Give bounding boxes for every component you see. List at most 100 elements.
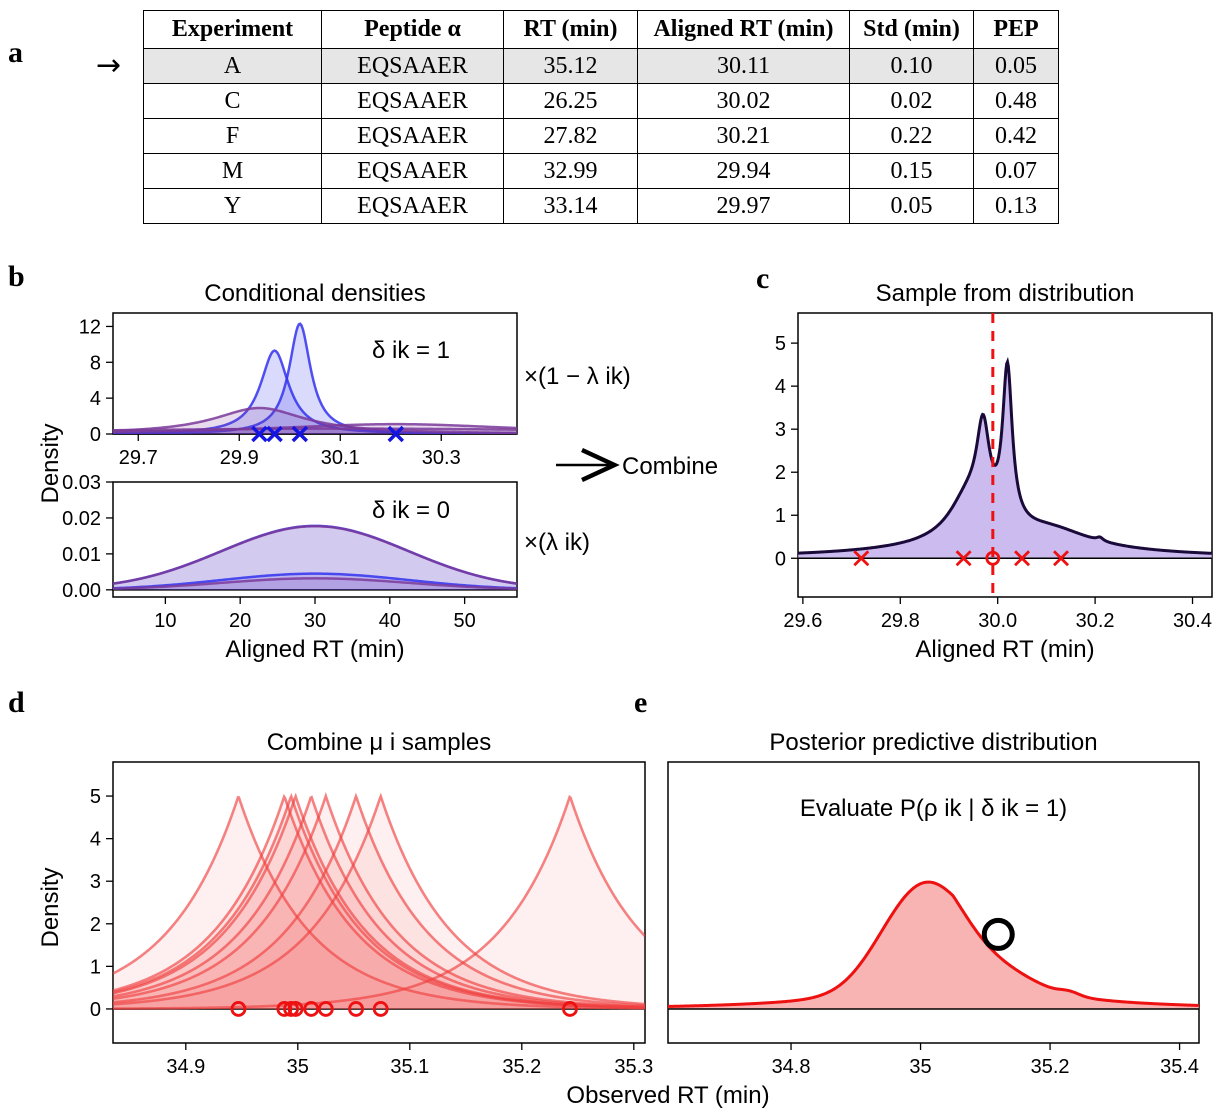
table-cell: 30.11	[637, 48, 850, 84]
x-tick-label-d: 35.3	[614, 1056, 653, 1078]
x-tick-label-e: 35.2	[1031, 1056, 1070, 1078]
table-cell: Y	[143, 188, 322, 224]
table-header: Peptide α	[321, 10, 504, 49]
x-tick-label-d: 35.2	[502, 1056, 541, 1078]
table-cell: EQSAAER	[321, 83, 504, 119]
annotation-delta-0: δ ik = 0	[372, 497, 450, 524]
plot-frame-d	[112, 761, 646, 1044]
table-row: M EQSAAER 32.99 29.94 0.15 0.07	[143, 153, 1059, 189]
table-row: F EQSAAER 27.82 30.21 0.22 0.42	[143, 118, 1059, 154]
y-tick-label-b-bottom: 0.02	[62, 508, 101, 530]
plot-frame-c	[797, 312, 1213, 598]
y-axis-label-d: Density	[37, 867, 64, 947]
table-cell: 0.15	[849, 153, 974, 189]
y-tick-label-b-bottom: 0.00	[62, 580, 101, 602]
density-curve-b-top	[113, 427, 517, 432]
x-tick-label-e: 35.4	[1160, 1056, 1199, 1078]
laplace-fill-d	[113, 796, 645, 1009]
x-tick-label-c: 30.2	[1076, 610, 1115, 632]
x-tick-label-b-top: 30.1	[321, 447, 360, 469]
y-tick-label-b-top: 12	[79, 316, 101, 338]
y-tick-label-c: 2	[775, 462, 786, 484]
laplace-fill-d	[113, 797, 645, 1009]
table-cell: 29.97	[637, 188, 850, 224]
laplace-curve-d	[113, 792, 645, 1007]
table-cell: F	[143, 118, 322, 154]
density-fill-c	[798, 361, 1212, 559]
laplace-curve-d	[113, 794, 645, 1010]
x-tick-label-c: 29.8	[881, 610, 920, 632]
chart-title-c: Sample from distribution	[876, 280, 1135, 307]
cross-marker-b-top	[387, 425, 405, 443]
cross-marker-b-top	[291, 425, 309, 443]
table-cell: 0.05	[849, 188, 974, 224]
sample-circle-d	[303, 1001, 320, 1017]
annotation-delta-1: δ ik = 1	[372, 337, 450, 364]
y-axis-label-b: Density	[37, 423, 64, 503]
laplace-fill-d	[113, 796, 645, 1009]
x-tick-label-e: 35	[909, 1056, 931, 1078]
table-header: Aligned RT (min)	[637, 10, 850, 49]
cross-marker-c	[955, 550, 972, 567]
multiplier-top: ×(1 − λ ik)	[524, 363, 631, 390]
table-cell: 0.10	[849, 48, 974, 84]
sample-circle-d	[287, 1001, 304, 1017]
y-tick-label-d: 3	[90, 871, 101, 893]
x-tick-label-b-bottom: 40	[379, 610, 401, 632]
table-cell: EQSAAER	[321, 153, 504, 189]
x-axis-label-b-bottom: Aligned RT (min)	[225, 636, 404, 663]
sample-circle-d	[317, 1001, 334, 1017]
x-tick-label-d: 34.9	[166, 1056, 205, 1078]
laplace-fill-d	[113, 797, 645, 1009]
y-tick-label-d: 2	[90, 914, 101, 936]
y-tick-label-b-bottom: 0.03	[62, 472, 101, 494]
x-tick-label-c: 29.6	[783, 610, 822, 632]
x-tick-label-d: 35.1	[390, 1056, 429, 1078]
evaluate-point-circle	[981, 917, 1015, 951]
annotation-evaluate: Evaluate P(ρ ik | δ ik = 1)	[800, 795, 1067, 822]
sample-circle-d	[348, 1001, 364, 1017]
multiplier-bottom: ×(λ ik)	[524, 529, 590, 556]
y-tick-label-b-top: 4	[90, 388, 101, 410]
panel-label-e: e	[634, 686, 648, 719]
y-tick-label-c: 1	[775, 505, 786, 527]
sample-circle-c	[985, 550, 1001, 566]
density-curve-e	[668, 880, 1199, 1008]
density-curve-b-top	[113, 406, 517, 434]
density-curve-b-bottom	[113, 577, 517, 590]
y-tick-label-c: 4	[775, 376, 786, 398]
cross-marker-c	[1014, 550, 1031, 567]
panel-label-c: c	[756, 262, 770, 295]
cross-marker-b-top	[251, 425, 268, 443]
table-cell: EQSAAER	[321, 118, 504, 154]
x-tick-label-b-top: 29.7	[119, 447, 158, 469]
table-header: RT (min)	[503, 10, 638, 49]
table-cell: EQSAAER	[321, 188, 504, 224]
y-tick-label-d: 5	[90, 786, 101, 808]
table-header: Experiment	[143, 10, 322, 49]
laplace-fill-d	[113, 796, 645, 1009]
table-cell: 29.94	[637, 153, 850, 189]
x-tick-label-b-bottom: 10	[154, 610, 176, 632]
table-cell: 30.02	[637, 83, 850, 119]
density-curve-c	[798, 356, 1212, 555]
density-fill-b-top	[113, 323, 517, 434]
density-curve-b-bottom	[113, 572, 517, 590]
y-tick-label-c: 3	[775, 419, 786, 441]
laplace-curve-d	[113, 795, 645, 1010]
laplace-fill-d	[113, 797, 645, 1009]
y-tick-label-b-top: 0	[90, 424, 101, 446]
x-tick-label-c: 30.4	[1173, 610, 1212, 632]
x-tick-label-b-bottom: 50	[454, 610, 476, 632]
laplace-fill-d	[113, 796, 645, 1009]
chart-title-d: Combine μ i samples	[267, 729, 492, 756]
laplace-curve-d	[113, 795, 645, 1009]
table-header: PEP	[973, 10, 1059, 49]
chart-title-b-top: Conditional densities	[204, 280, 425, 307]
table-cell: A	[143, 48, 322, 84]
x-tick-label-d: 35	[287, 1056, 309, 1078]
table-cell: 0.07	[973, 153, 1059, 189]
combine-label: Combine	[622, 453, 718, 480]
table-cell: 26.25	[503, 83, 638, 119]
shared-x-axis-label: Observed RT (min)	[566, 1082, 769, 1109]
